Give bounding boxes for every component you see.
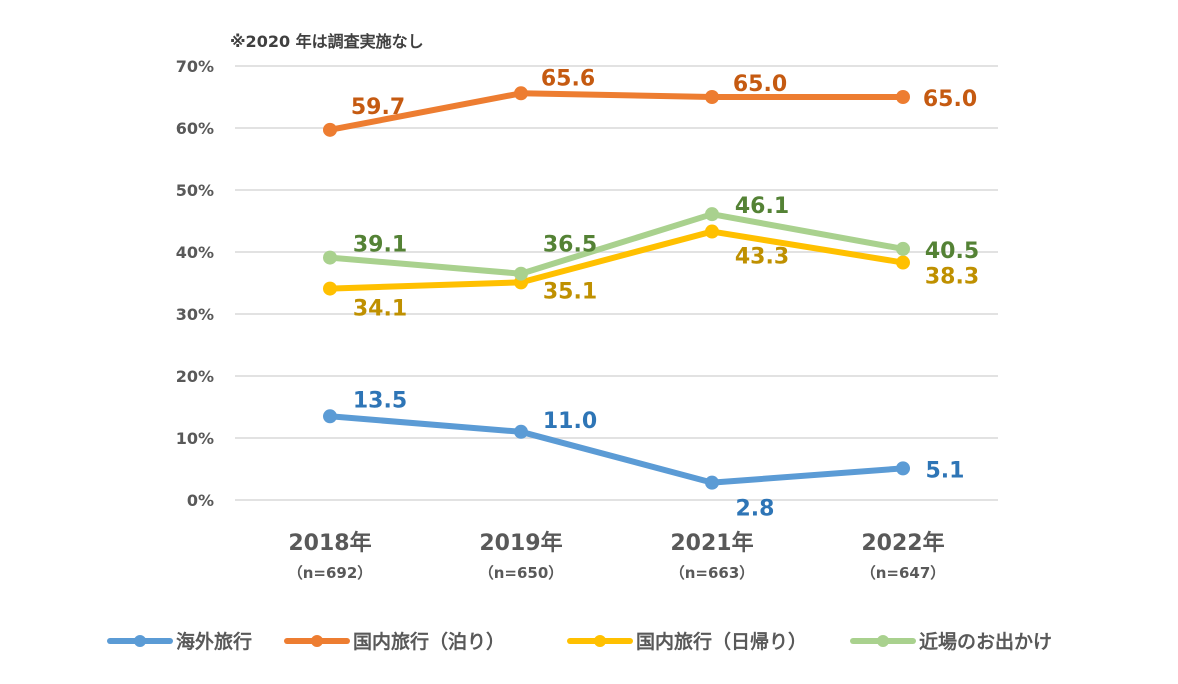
data-label: 2.8 — [736, 497, 775, 522]
legend-marker — [134, 635, 146, 647]
data-label: 46.1 — [735, 194, 789, 219]
x-tick-label: 2019年 — [479, 530, 562, 556]
x-tick-sublabel: （n=650） — [479, 564, 564, 582]
x-tick-label: 2018年 — [288, 530, 371, 556]
y-tick-label: 50% — [176, 181, 214, 200]
data-point — [896, 241, 910, 256]
legend-label: 近場のお出かけ — [919, 630, 1052, 653]
data-point — [705, 475, 719, 490]
data-point — [896, 255, 910, 270]
series-line — [329, 211, 904, 277]
legend-marker — [311, 635, 323, 647]
data-label: 36.5 — [543, 233, 597, 258]
series-line — [329, 228, 904, 292]
x-tick-sublabel: （n=647） — [861, 564, 946, 582]
y-tick-label: 70% — [176, 57, 214, 76]
y-tick-label: 20% — [176, 367, 214, 386]
data-label: 5.1 — [926, 458, 965, 483]
y-tick-label: 10% — [176, 429, 214, 448]
data-point — [323, 122, 337, 137]
series-line — [329, 413, 904, 486]
data-point — [705, 207, 719, 222]
data-label: 35.1 — [543, 279, 597, 304]
data-label: 39.1 — [353, 233, 407, 258]
data-point — [896, 461, 910, 476]
x-tick-sublabel: （n=692） — [288, 564, 373, 582]
legend-marker — [594, 635, 606, 647]
data-label: 34.1 — [353, 297, 407, 322]
data-label: 65.6 — [541, 66, 595, 91]
data-label: 13.5 — [353, 388, 407, 413]
data-point — [896, 90, 910, 104]
data-point — [514, 424, 528, 439]
x-tick-sublabel: （n=663） — [670, 564, 755, 582]
y-tick-label: 0% — [187, 491, 214, 510]
y-tick-label: 30% — [176, 305, 214, 324]
legend-label: 海外旅行 — [176, 630, 252, 653]
data-label: 65.0 — [923, 87, 977, 112]
y-tick-label: 60% — [176, 119, 214, 138]
data-point — [514, 86, 528, 101]
data-label: 59.7 — [351, 95, 405, 120]
data-point — [323, 250, 337, 265]
legend-label: 国内旅行（日帰り） — [636, 630, 807, 653]
data-point — [705, 224, 719, 239]
legend-marker — [877, 635, 889, 647]
data-label: 38.3 — [925, 265, 979, 290]
data-label: 65.0 — [733, 72, 787, 97]
x-tick-label: 2022年 — [861, 530, 944, 556]
data-point — [705, 90, 719, 104]
data-label: 40.5 — [925, 239, 979, 264]
series-line — [329, 90, 903, 133]
data-point — [323, 409, 337, 424]
chart-note: ※2020 年は調査実施なし — [230, 32, 424, 51]
data-point — [323, 281, 337, 296]
y-tick-label: 40% — [176, 243, 214, 262]
legend-label: 国内旅行（泊り） — [353, 630, 505, 653]
data-label: 43.3 — [735, 245, 789, 270]
data-label: 11.0 — [543, 409, 597, 434]
data-point — [514, 266, 528, 281]
x-tick-label: 2021年 — [670, 530, 753, 556]
